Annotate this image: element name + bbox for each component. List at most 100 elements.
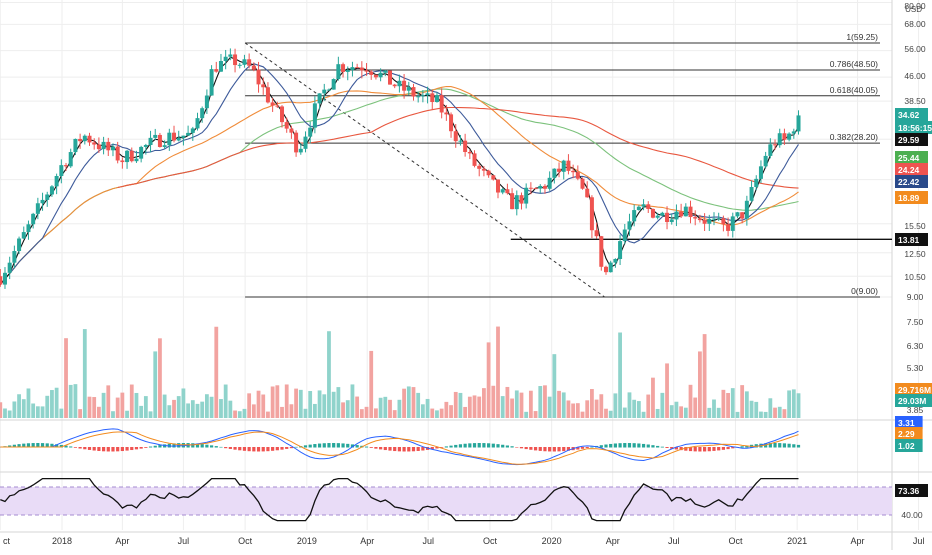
candle-body (181, 135, 186, 138)
time-tick-label: 2018 (52, 536, 72, 546)
volume-bar (364, 406, 369, 418)
macd-hist-bar (707, 447, 711, 452)
value-badge-text: 2.29 (898, 429, 915, 439)
macd-hist-bar (238, 447, 242, 451)
macd-hist-bar (796, 444, 801, 448)
candle-body (594, 230, 599, 237)
value-badge-bg (895, 233, 928, 246)
candle-body (425, 93, 430, 96)
candle-body (467, 151, 472, 154)
volume-bar (242, 408, 247, 418)
price-tick-label: 5.30 (907, 363, 924, 373)
volume-bar (341, 402, 345, 418)
candle-body (204, 95, 209, 109)
volume-bar (378, 397, 383, 418)
candle-body (472, 153, 477, 166)
candle-body (711, 218, 716, 220)
volume-bar (327, 331, 331, 418)
candle-body (688, 206, 693, 218)
fib-label: 1(59.25) (846, 32, 878, 42)
time-tick-label: 2019 (297, 536, 317, 546)
candle-body (280, 106, 285, 123)
macd-hist-bar (50, 443, 54, 448)
value-badge-text: 34.62 (898, 110, 920, 120)
macd-hist-bar (341, 443, 345, 448)
macd-hist-bar (289, 447, 294, 449)
volume-bar (82, 329, 87, 418)
candle-body (730, 216, 735, 231)
macd-hist-bar (463, 443, 467, 448)
volume-bar (111, 411, 115, 418)
volume-bar (284, 384, 289, 418)
value-badge-bg (895, 108, 928, 121)
volume-bar (0, 402, 3, 418)
volume-bar (200, 401, 205, 418)
price-tick-label: 3.85 (907, 405, 924, 415)
volume-bar (209, 396, 214, 418)
volume-bar (68, 384, 73, 418)
candle-body (101, 141, 106, 150)
value-badge-text: 18:56:15 (898, 123, 932, 133)
volume-bar (359, 409, 364, 418)
macd-hist-bar (388, 447, 392, 451)
macd-hist-bar (214, 446, 218, 448)
volume-bar (575, 403, 580, 418)
volume-bar (64, 338, 68, 418)
macd-hist-bar (256, 447, 261, 452)
candle-body (449, 114, 454, 132)
candle-body (298, 148, 303, 153)
volume-bar (294, 388, 298, 418)
candle-body (557, 168, 562, 172)
volume-bar (289, 404, 294, 418)
macd-line (0, 428, 799, 466)
macd-hist-bar (787, 443, 791, 448)
ma-orange-line (0, 85, 799, 285)
candle-body (566, 160, 571, 171)
price-tick-label: 9.00 (907, 292, 924, 302)
rsi-tick-label: 40.00 (901, 510, 923, 520)
macd-hist-bar (125, 447, 129, 451)
price-tick-label: 12.50 (904, 249, 926, 259)
time-tick-label: Apr (360, 536, 374, 546)
candle-body (303, 136, 308, 149)
candle-body (608, 262, 613, 273)
macd-hist-bar (444, 446, 448, 448)
candle-body (195, 118, 200, 129)
volume-bar (463, 406, 468, 418)
volume-bar (125, 410, 129, 418)
candle-body (7, 262, 12, 273)
candle-body (355, 67, 360, 69)
macd-hist-bar (355, 445, 359, 448)
volume-bar (223, 384, 228, 418)
currency-label: USD (905, 5, 922, 14)
candle-body (247, 59, 252, 66)
volume-bar (604, 408, 608, 418)
volume-bar (782, 409, 787, 418)
candle-body (153, 134, 158, 138)
macd-hist-bar (726, 447, 730, 450)
volume-bar (73, 384, 78, 418)
volume-bar (655, 408, 660, 418)
macd-hist-bar (712, 447, 716, 451)
value-badge-bg (895, 439, 923, 452)
volume-bar (472, 395, 477, 418)
candle-body (345, 70, 350, 72)
candle-body (716, 218, 721, 220)
macd-hist-bar (651, 445, 655, 448)
time-tick-label: Apr (606, 536, 620, 546)
candle-body (87, 135, 92, 143)
macd-hist-bar (557, 447, 561, 452)
candle-body (261, 84, 266, 88)
candle-body (580, 178, 585, 189)
candle-body (758, 166, 763, 179)
macd-hist-bar (172, 443, 176, 448)
volume-bar (660, 392, 665, 418)
candle-body (533, 188, 538, 190)
macd-hist-bar (200, 444, 204, 448)
candle-body (223, 56, 228, 61)
volume-bar (374, 408, 378, 418)
candle-body (787, 133, 792, 140)
macd-hist-bar (313, 444, 317, 448)
volume-bar (449, 405, 453, 418)
macd-hist-bar (393, 447, 397, 452)
